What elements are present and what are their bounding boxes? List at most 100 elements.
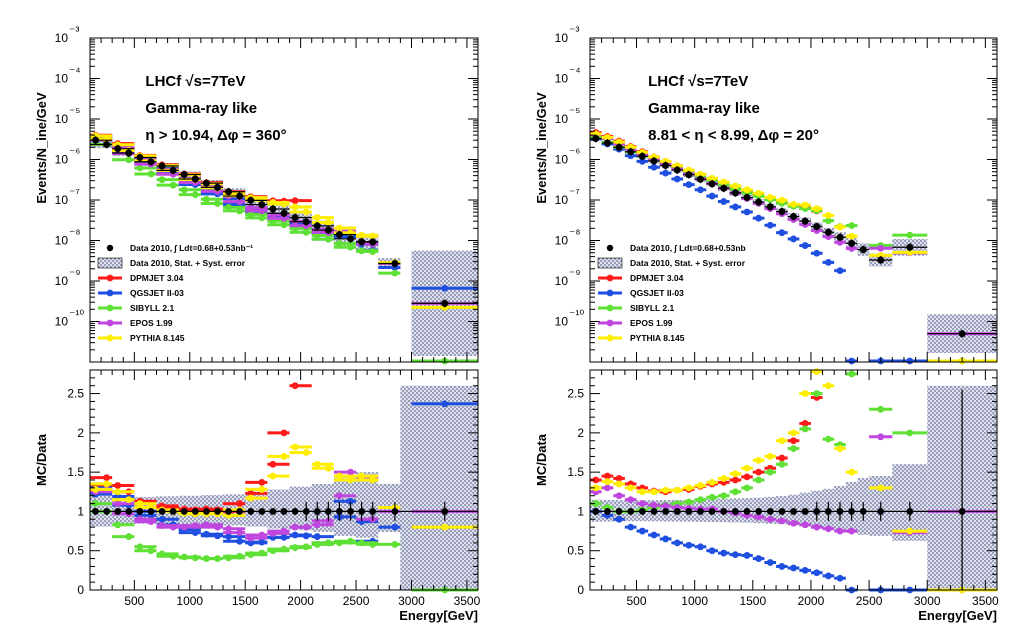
mc-point: [743, 208, 751, 216]
legend-item: DPMJET 3.04: [98, 273, 184, 283]
y-tick-exponent: ⁻⁵: [569, 105, 580, 119]
mc-point: [258, 214, 266, 222]
data-ratio-point: [191, 508, 199, 515]
legend-marker: [106, 274, 114, 282]
ratio-point: [673, 486, 681, 494]
ratio-point: [136, 543, 144, 551]
ratio-point: [662, 535, 669, 543]
data-point: [147, 158, 155, 166]
ratio-point: [269, 472, 277, 480]
ratio-point: [324, 464, 332, 472]
ratio-point: [720, 549, 728, 557]
ratio-point: [731, 470, 739, 478]
ratio-point: [615, 480, 623, 488]
mc-point: [302, 208, 310, 216]
mc-point: [236, 207, 244, 215]
data-ratio-point: [441, 508, 449, 515]
ratio-point: [813, 569, 821, 577]
ratio-point: [650, 501, 658, 509]
data-point: [766, 203, 774, 211]
ratio-point: [813, 390, 821, 397]
mc-point: [136, 164, 144, 172]
ratio-point: [302, 543, 310, 551]
y-tick-exponent: ⁻⁸: [569, 227, 580, 241]
mc-point: [125, 156, 133, 164]
ratio-point: [125, 533, 133, 540]
legend-label: PYTHIA 8.145: [130, 333, 185, 343]
x-tick-label: 2500: [856, 594, 883, 608]
ratio-point: [627, 496, 635, 504]
mc-point: [824, 212, 832, 219]
ratio-point: [280, 429, 288, 437]
data-point: [859, 245, 867, 253]
ratio-point: [236, 500, 244, 507]
ratio-point: [336, 472, 343, 480]
mc-point: [766, 221, 774, 229]
ratio-point: [662, 486, 669, 494]
y-tick-exponent: ⁻⁸: [69, 227, 80, 241]
mc-point: [650, 163, 658, 171]
subtitle-label: Gamma-ray like: [648, 100, 760, 117]
mc-point: [673, 175, 681, 183]
mc-point: [836, 223, 844, 231]
y-tick-exponent: ⁻⁶: [69, 146, 80, 160]
y-tick-label: 0: [577, 583, 584, 597]
legend-label: PYTHIA 8.145: [630, 333, 685, 343]
data-point: [906, 243, 914, 251]
data-ratio-point: [638, 508, 646, 515]
mc-point: [708, 192, 716, 200]
legend-swatch: [106, 244, 114, 252]
ratio-point: [313, 521, 321, 529]
y-tick-exponent: ⁻⁶: [569, 146, 580, 160]
legend-swatch: [606, 244, 614, 252]
ratio-point: [125, 496, 133, 504]
ratio-point: [191, 554, 199, 562]
data-point: [696, 175, 704, 183]
ratio-point: [114, 482, 122, 489]
data-point: [125, 149, 133, 157]
ratio-point: [766, 559, 774, 566]
mc-point: [280, 214, 288, 222]
mc-point: [336, 224, 343, 232]
ratio-point: [169, 552, 177, 560]
ratio-point: [147, 518, 155, 526]
legend-item: PYTHIA 8.145: [98, 333, 185, 343]
ratio-point: [743, 464, 751, 472]
ratio-point: [790, 445, 797, 452]
ratio-point: [258, 486, 266, 493]
data-point: [324, 226, 332, 234]
mc-point: [755, 189, 763, 197]
ratio-point: [650, 488, 658, 496]
mc-point: [836, 238, 844, 246]
y-tick-label: 2: [77, 426, 84, 440]
ratio-point: [755, 456, 763, 464]
ratio-band-bin: [267, 489, 290, 529]
mc-point: [801, 242, 809, 249]
data-point: [673, 166, 681, 174]
ratio-point: [347, 476, 354, 484]
data-point: [313, 222, 321, 230]
ratio-point: [877, 484, 885, 492]
ratio-point: [813, 368, 821, 375]
data-ratio-point: [258, 508, 266, 515]
ratio-point: [313, 533, 321, 540]
legend-label: DPMJET 3.04: [630, 273, 684, 283]
y-tick-label: 10: [55, 153, 69, 167]
data-point: [280, 209, 288, 217]
ratio-point: [258, 538, 266, 546]
data-ratio-point: [650, 508, 658, 515]
mc-point: [280, 221, 288, 229]
ratio-point: [615, 475, 623, 482]
ratio-point: [673, 539, 681, 547]
data-point: [836, 233, 844, 241]
mc-point: [247, 204, 255, 212]
legend-marker: [106, 334, 114, 342]
upper-plot-area: [590, 38, 997, 362]
ratio-point: [755, 468, 763, 476]
data-ratio-point: [369, 508, 377, 515]
lower-data-points: [90, 502, 478, 521]
ratio-point: [755, 555, 763, 562]
